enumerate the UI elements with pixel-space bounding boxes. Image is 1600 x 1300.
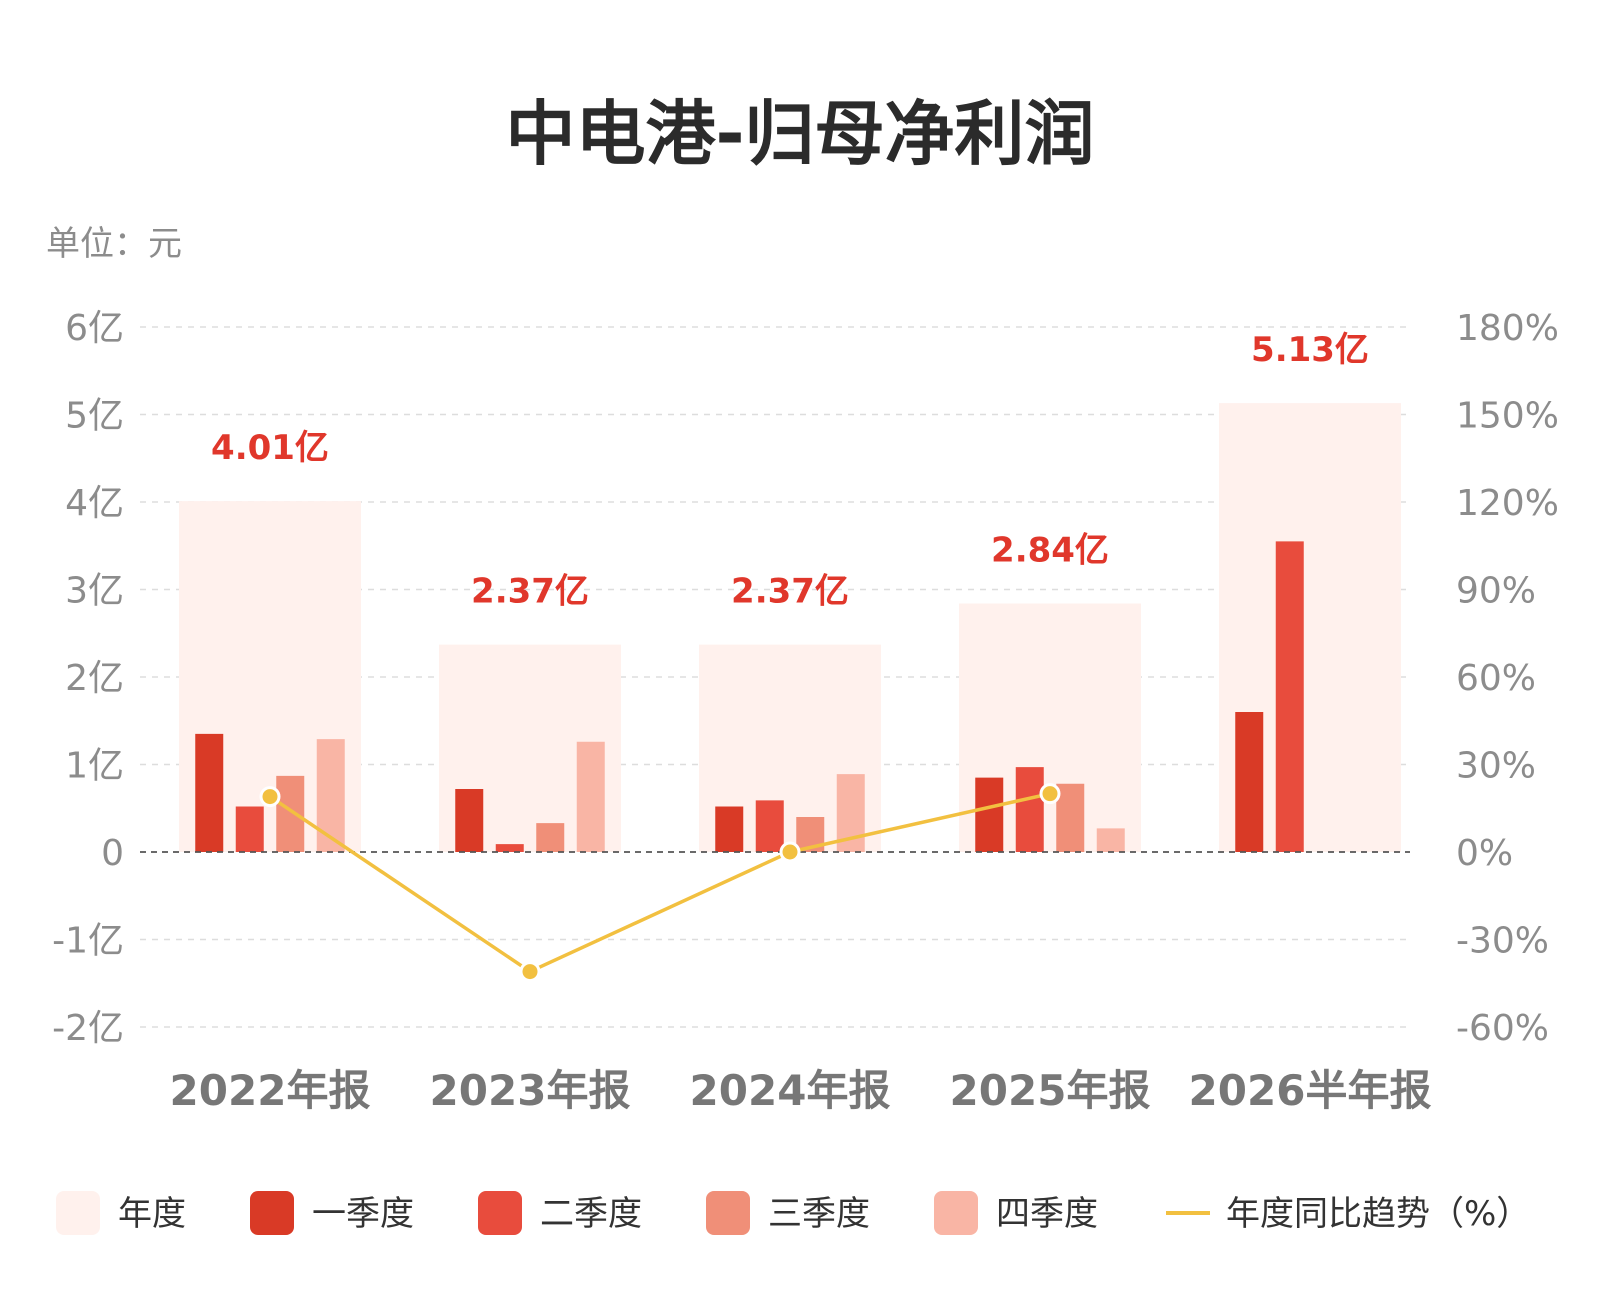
x-tick-label: 2025年报 bbox=[950, 1066, 1151, 1115]
annual-total-label: 5.13亿 bbox=[1251, 330, 1369, 370]
x-tick-label: 2024年报 bbox=[690, 1066, 891, 1115]
yoy-point bbox=[779, 841, 801, 863]
yoy-point bbox=[259, 786, 281, 808]
quarter-bar bbox=[1275, 541, 1304, 852]
y-right-tick-label: 30% bbox=[1456, 746, 1536, 787]
annual-total-label: 2.37亿 bbox=[471, 572, 589, 612]
y-left-tick-label: -1亿 bbox=[52, 921, 124, 962]
x-tick-label: 2026半年报 bbox=[1189, 1066, 1432, 1115]
y-left-tick-label: 4亿 bbox=[65, 483, 124, 524]
quarter-bar bbox=[1015, 767, 1044, 852]
annual-total-label: 2.37亿 bbox=[731, 572, 849, 612]
y-right-tick-label: -30% bbox=[1456, 921, 1549, 962]
legend-swatch bbox=[478, 1191, 522, 1235]
y-right-tick-label: 150% bbox=[1456, 396, 1559, 437]
quarter-bar bbox=[975, 777, 1004, 852]
yoy-line bbox=[269, 791, 1051, 974]
legend-label: 一季度 bbox=[312, 1194, 414, 1234]
y-right-tick-label: -60% bbox=[1456, 1008, 1549, 1049]
plot-area: 6亿 5亿 4亿 3亿 2亿 1亿 0 -1亿 -2亿 180% 150% 120% 90% 60% 30%… bbox=[52, 308, 1559, 1115]
y-left-tick-label: 2亿 bbox=[65, 658, 124, 699]
legend-swatch bbox=[56, 1191, 100, 1235]
quarter-bar bbox=[276, 775, 305, 852]
quarter-bar bbox=[235, 806, 264, 852]
legend: 年度 一季度 二季度 三季度 四季度 年度同比趋势（%） bbox=[56, 1191, 1530, 1235]
y-right-tick-label: 90% bbox=[1456, 571, 1536, 612]
quarter-bar bbox=[195, 733, 224, 852]
y-left-tick-label: 3亿 bbox=[65, 571, 124, 612]
legend-swatch bbox=[250, 1191, 294, 1235]
legend-swatch bbox=[706, 1191, 750, 1235]
y-left-tick-label: 5亿 bbox=[65, 396, 124, 437]
quarter-bar bbox=[536, 823, 565, 852]
legend-label: 四季度 bbox=[996, 1194, 1098, 1234]
unit-label: 单位：元 bbox=[46, 224, 182, 264]
y-left-tick-label: 1亿 bbox=[65, 746, 124, 787]
quarter-bar bbox=[576, 741, 605, 852]
legend-swatch bbox=[934, 1191, 978, 1235]
x-tick-label: 2023年报 bbox=[430, 1066, 631, 1115]
legend-label: 三季度 bbox=[768, 1194, 870, 1234]
quarter-bar bbox=[316, 739, 345, 852]
x-tick-label: 2022年报 bbox=[170, 1066, 371, 1115]
annual-total-label: 2.84亿 bbox=[991, 531, 1109, 571]
quarter-bar bbox=[1096, 828, 1125, 852]
quarter-bar bbox=[495, 844, 524, 852]
y-left-tick-label: 6亿 bbox=[65, 308, 124, 349]
legend-label: 二季度 bbox=[540, 1194, 642, 1234]
y-right-tick-label: 120% bbox=[1456, 483, 1559, 524]
quarter-bar bbox=[1056, 783, 1085, 852]
y-left-tick-label: -2亿 bbox=[52, 1008, 124, 1049]
y-left-tick-label: 0 bbox=[101, 833, 124, 874]
y-right-tick-label: 180% bbox=[1456, 308, 1559, 349]
quarter-bar bbox=[755, 800, 784, 852]
y-right-tick-label: 0% bbox=[1456, 833, 1513, 874]
y-right-tick-label: 60% bbox=[1456, 658, 1536, 699]
annual-total-label: 4.01亿 bbox=[211, 428, 329, 468]
yoy-point bbox=[1039, 783, 1061, 805]
quarter-bar bbox=[455, 789, 484, 852]
chart-title: 中电港-归母净利润 bbox=[505, 93, 1094, 175]
legend-label: 年度 bbox=[118, 1194, 186, 1234]
legend-label: 年度同比趋势（%） bbox=[1226, 1194, 1530, 1234]
yoy-point bbox=[519, 961, 541, 983]
quarter-bar bbox=[715, 806, 744, 852]
quarter-bar bbox=[1235, 712, 1264, 852]
